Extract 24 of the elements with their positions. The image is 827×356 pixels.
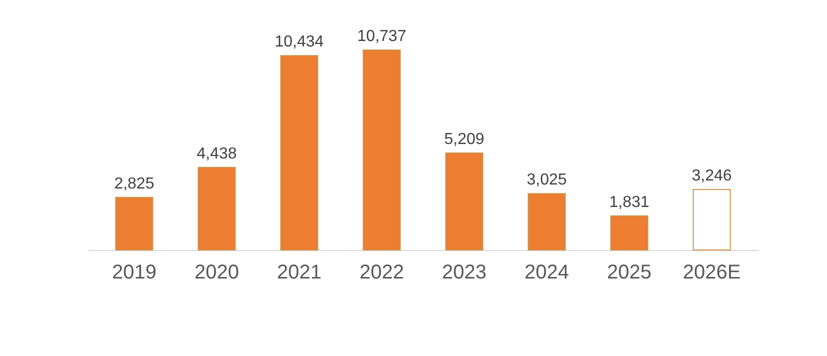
bar xyxy=(280,55,318,250)
bar xyxy=(445,152,484,250)
x-tick-label: 2025 xyxy=(607,262,652,284)
x-tick-label: 2022 xyxy=(359,262,404,284)
x-tick-label: 2021 xyxy=(276,262,322,284)
x-tick-label: 2020 xyxy=(194,262,239,284)
data-label: 1,831 xyxy=(609,194,650,211)
x-tick-label: 2023 xyxy=(442,262,487,284)
x-tick-label: 2019 xyxy=(112,262,156,284)
bar xyxy=(610,215,648,250)
data-label: 4,438 xyxy=(196,145,237,162)
data-label: 3,246 xyxy=(692,168,732,185)
bar xyxy=(198,166,236,250)
data-label: 5,209 xyxy=(444,130,484,148)
data-label: 3,025 xyxy=(526,172,567,189)
bar xyxy=(115,196,154,250)
data-label: 10,434 xyxy=(274,34,324,51)
bar xyxy=(692,189,731,250)
x-tick-label: 2026E xyxy=(682,262,741,284)
data-label: 2,825 xyxy=(114,175,154,192)
x-tick-label: 2024 xyxy=(524,262,570,284)
bar xyxy=(528,193,566,250)
bar xyxy=(362,50,401,250)
data-label: 10,737 xyxy=(357,28,406,45)
